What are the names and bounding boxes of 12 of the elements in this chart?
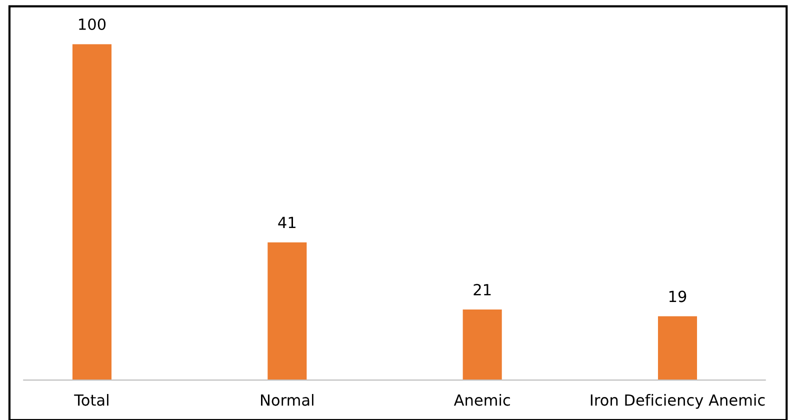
bar bbox=[72, 44, 112, 380]
bar bbox=[462, 310, 502, 380]
data-label: 21 bbox=[474, 284, 491, 296]
data-label: 100 bbox=[79, 18, 106, 30]
x-tick-label: Total bbox=[74, 394, 108, 406]
bar bbox=[658, 316, 698, 380]
data-label: 19 bbox=[669, 290, 686, 302]
x-tick-label: Anemic bbox=[454, 394, 510, 406]
data-label: 41 bbox=[278, 216, 296, 228]
x-tick-label: Normal bbox=[261, 394, 314, 406]
x-tick-label: Iron Deficiency Anemic bbox=[590, 394, 765, 409]
bar bbox=[268, 242, 307, 380]
